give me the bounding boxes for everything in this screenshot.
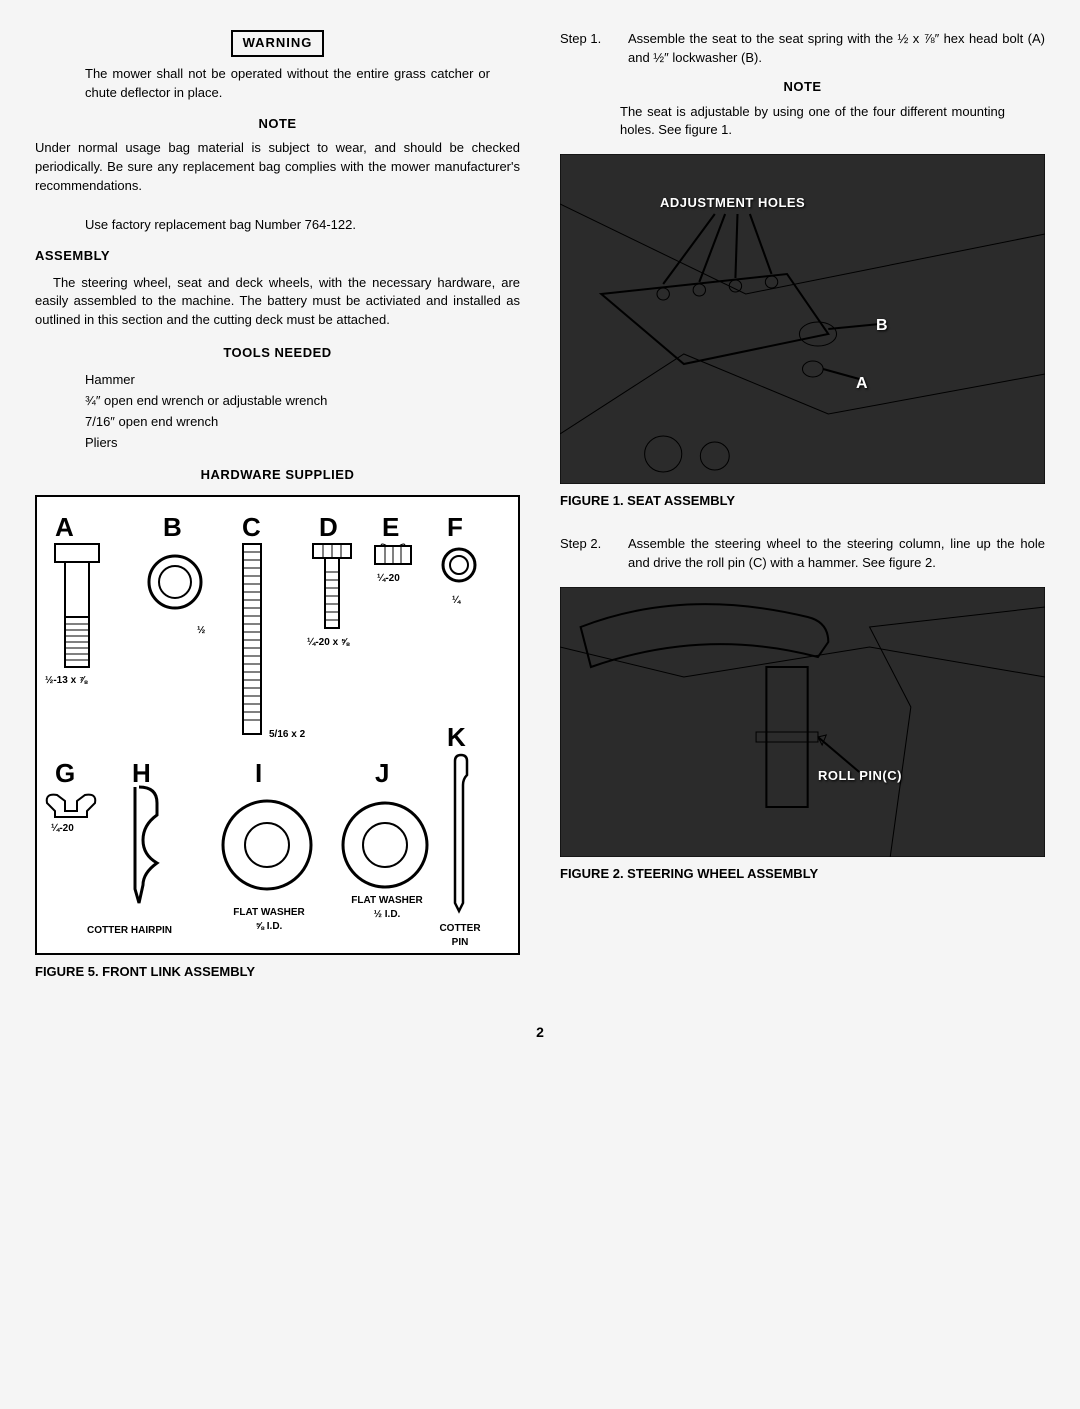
hw-label-b: B [163,509,182,547]
note2-heading: NOTE [560,78,1045,97]
lockwasher-b-icon [145,552,205,612]
hairpin-h-icon [119,785,169,915]
cotterpin-k-lbl1: COTTER [435,923,485,934]
washer-j-lbl2: ½ I.D. [347,909,427,920]
lockwasher-f-icon [439,545,479,585]
washer-i-icon [217,795,317,895]
cotterpin-k-icon [443,753,479,923]
hardware-diagram: A B C D E F ½-13 x ⅞ [35,495,520,955]
photo1-b-label: B [876,314,888,337]
photo2-rollpin-label: ROLL PIN(C) [818,767,902,786]
assembly-heading: ASSEMBLY [35,247,520,266]
warning-text: The mower shall not be operated without … [35,65,520,103]
cotterpin-k-lbl2: PIN [435,937,485,948]
photo1-adjustment-label: ADJUSTMENT HOLES [660,194,805,213]
washer-i-lbl2: ⅝ I.D. [229,921,309,932]
wingnut-g-dim: ¼-20 [51,823,74,834]
assembly-text: The steering wheel, seat and deck wheels… [35,274,520,331]
tool-item: Pliers [85,434,520,453]
tool-item: 7/16″ open end wrench [85,413,520,432]
figure1-photo: ADJUSTMENT HOLES B A [560,154,1045,484]
note1-text: Under normal usage bag material is subje… [35,139,520,196]
lockwasher-f-dim: ¼ [452,595,460,606]
wingnut-g-icon [43,789,99,825]
washer-j-icon [337,797,433,893]
lockwasher-b-dim: ½ [197,625,205,636]
step-2: Step 2. Assemble the steering wheel to t… [560,535,1045,573]
step-1-text: Assemble the seat to the seat spring wit… [628,30,1045,68]
bolt-a-icon [47,542,107,682]
hw-label-j: J [375,755,389,793]
bolt-a-dim: ½-13 x ⅞ [45,675,87,686]
figure2-photo: ROLL PIN(C) [560,587,1045,857]
figure1-caption: FIGURE 1. SEAT ASSEMBLY [560,492,1045,511]
note1-heading: NOTE [35,115,520,134]
page-number: 2 [35,1022,1045,1042]
hw-label-k: K [447,719,466,757]
hw-label-g: G [55,755,75,793]
step-1: Step 1. Assemble the seat to the seat sp… [560,30,1045,68]
warning-box: WARNING [231,30,325,57]
nut-e-icon [373,542,413,572]
hw-label-f: F [447,509,463,547]
photo1-a-label: A [856,372,868,395]
washer-i-lbl1: FLAT WASHER [229,907,309,918]
hairpin-h-lbl: COTTER HAIRPIN [87,925,172,936]
nut-e-dim: ¼-20 [377,573,400,584]
note2-text: The seat is adjustable by using one of t… [560,103,1045,141]
step-2-text: Assemble the steering wheel to the steer… [628,535,1045,573]
figure2-caption: FIGURE 2. STEERING WHEEL ASSEMBLY [560,865,1045,884]
tool-item: Hammer [85,371,520,390]
figure5-caption: FIGURE 5. FRONT LINK ASSEMBLY [35,963,520,982]
tools-list: Hammer ¾″ open end wrench or adjustable … [35,371,520,452]
washer-j-lbl1: FLAT WASHER [347,895,427,906]
step-2-lead: Step 2. [560,535,620,573]
hw-label-i: I [255,755,262,793]
hardware-supplied-heading: HARDWARE SUPPLIED [35,466,520,485]
figure2-svg [560,587,1045,857]
tool-item: ¾″ open end wrench or adjustable wrench [85,392,520,411]
rollpin-c-icon [237,542,267,742]
bag-number-text: Use factory replacement bag Number 764-1… [35,216,520,235]
bolt-d-dim: ¼-20 x ⅝ [307,637,349,648]
bolt-d-icon [309,542,355,642]
step-1-lead: Step 1. [560,30,620,68]
tools-needed-heading: TOOLS NEEDED [35,344,520,363]
rollpin-c-dim: 5/16 x 2 [269,729,305,740]
